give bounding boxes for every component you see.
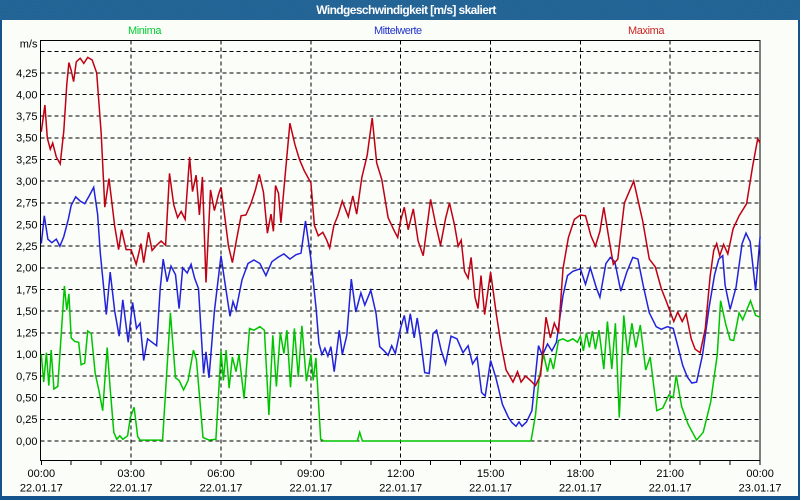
svg-text:2,75: 2,75 — [16, 198, 37, 210]
svg-text:22.01.17: 22.01.17 — [200, 483, 243, 495]
svg-text:12:00: 12:00 — [387, 468, 415, 480]
svg-text:3,00: 3,00 — [16, 176, 37, 188]
svg-text:0,25: 0,25 — [16, 414, 37, 426]
svg-text:3,75: 3,75 — [16, 111, 37, 123]
svg-text:4,25: 4,25 — [16, 68, 37, 80]
svg-text:22.01.17: 22.01.17 — [469, 483, 512, 495]
svg-text:22.01.17: 22.01.17 — [110, 483, 153, 495]
svg-text:22.01.17: 22.01.17 — [559, 483, 602, 495]
svg-text:3,50: 3,50 — [16, 133, 37, 145]
svg-text:1,50: 1,50 — [16, 306, 37, 318]
svg-text:06:00: 06:00 — [207, 468, 235, 480]
svg-text:22.01.17: 22.01.17 — [379, 483, 422, 495]
svg-text:1,25: 1,25 — [16, 328, 37, 340]
svg-text:22.01.17: 22.01.17 — [649, 483, 692, 495]
svg-text:15:00: 15:00 — [477, 468, 505, 480]
svg-text:0,75: 0,75 — [16, 371, 37, 383]
svg-text:00:00: 00:00 — [746, 468, 774, 480]
svg-text:03:00: 03:00 — [117, 468, 145, 480]
svg-text:21:00: 21:00 — [656, 468, 684, 480]
svg-text:0,00: 0,00 — [16, 436, 37, 448]
svg-text:m/s: m/s — [20, 39, 38, 51]
svg-text:22.01.17: 22.01.17 — [289, 483, 332, 495]
svg-text:09:00: 09:00 — [297, 468, 325, 480]
svg-text:4,00: 4,00 — [16, 89, 37, 101]
svg-text:0,50: 0,50 — [16, 393, 37, 405]
svg-text:18:00: 18:00 — [567, 468, 595, 480]
svg-text:00:00: 00:00 — [28, 468, 56, 480]
svg-text:3,25: 3,25 — [16, 154, 37, 166]
svg-text:2,00: 2,00 — [16, 263, 37, 275]
svg-text:1,75: 1,75 — [16, 284, 37, 296]
svg-text:1,00: 1,00 — [16, 349, 37, 361]
svg-text:22.01.17: 22.01.17 — [20, 483, 63, 495]
svg-text:2,25: 2,25 — [16, 241, 37, 253]
svg-text:23.01.17: 23.01.17 — [739, 483, 782, 495]
svg-text:2,50: 2,50 — [16, 219, 37, 231]
